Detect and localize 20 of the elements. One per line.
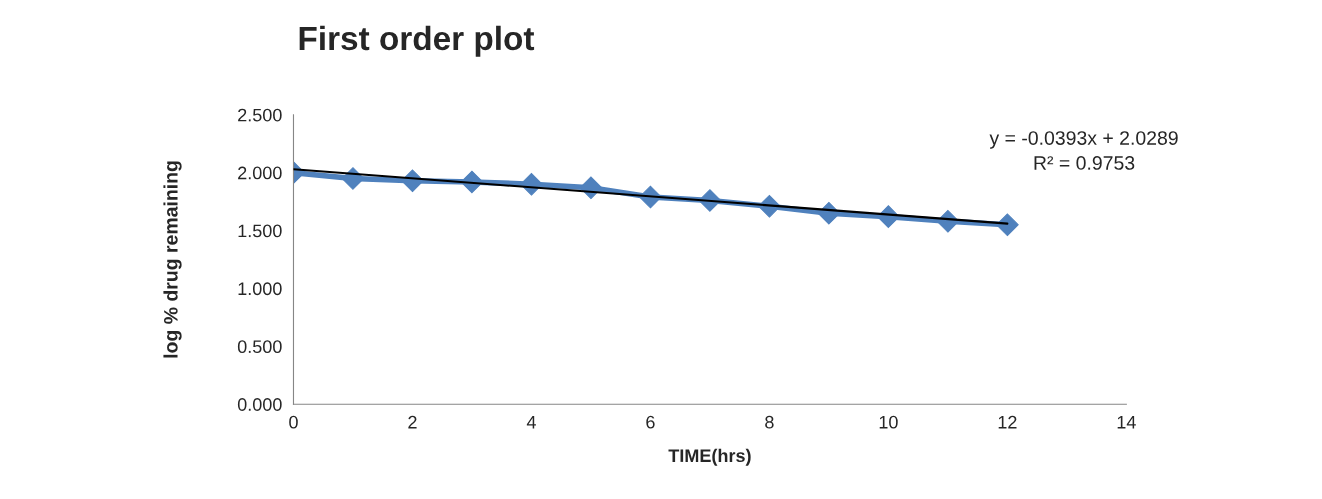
x-tick-label: 6 xyxy=(646,415,655,429)
point xyxy=(996,213,1019,237)
annotation: R² = 0.9753 xyxy=(1034,156,1135,170)
y-tick-label: 1.500 xyxy=(238,224,282,238)
x-tick-label: 4 xyxy=(526,415,536,429)
y-tick-label: 2.500 xyxy=(238,108,282,122)
y-tick-label: 0.000 xyxy=(237,398,282,411)
x-tick-label: 0 xyxy=(289,415,298,429)
x-tick-label: 2 xyxy=(408,415,417,429)
y-axis-title: log % drug remaining xyxy=(163,161,182,358)
y-tick-label: 0.500 xyxy=(237,340,282,354)
x-tick-label: 10 xyxy=(879,415,898,429)
x-tick-label: 12 xyxy=(998,415,1017,429)
x-axis-title: TIME(hrs) xyxy=(668,448,751,466)
chart-title: First order plot xyxy=(299,25,535,57)
x-tick-label: 8 xyxy=(765,415,774,429)
annotation: y = -0.0393x + 2.0289 xyxy=(989,131,1178,149)
y-tick-label: 1.000 xyxy=(238,282,282,296)
y-tick-label: 2.000 xyxy=(238,166,282,180)
x-tick-label: 14 xyxy=(1117,415,1136,429)
